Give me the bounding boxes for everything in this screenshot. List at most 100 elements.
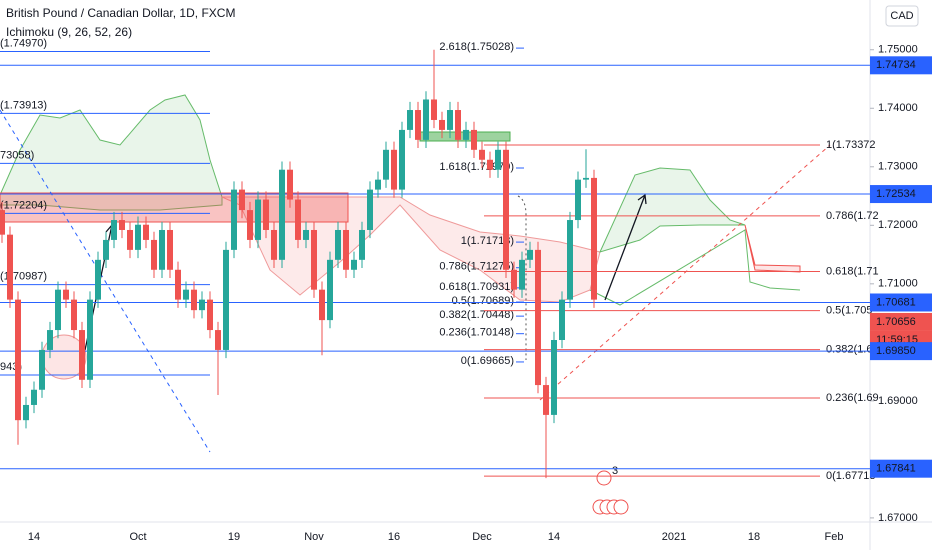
x-tick-label: 19	[228, 531, 240, 543]
price-tag-label: 1.69850	[876, 345, 916, 357]
price-tag-label: 1.74734	[876, 59, 916, 71]
candle-body	[479, 149, 485, 160]
candle-body	[31, 389, 37, 405]
candle-body	[39, 349, 45, 390]
price-tag	[870, 185, 932, 204]
candle-body	[87, 299, 93, 380]
candle-body	[279, 169, 285, 260]
candle-body	[23, 404, 29, 421]
candle-body	[327, 259, 333, 321]
candle-body	[159, 229, 165, 270]
x-tick-label: 14	[28, 531, 40, 543]
candle-body	[487, 159, 493, 170]
price-tag-label: 1.67841	[876, 463, 916, 475]
candle-body	[319, 289, 325, 321]
candle-body	[311, 229, 317, 290]
candle-body	[391, 149, 397, 190]
candle-body	[167, 229, 173, 270]
candle-body	[255, 199, 261, 240]
candle-body	[271, 229, 277, 260]
candle-body	[535, 249, 541, 386]
event-icons	[592, 470, 629, 515]
candle-body	[407, 110, 413, 130]
price-tag-label: 1.72534	[876, 188, 916, 200]
currency-label[interactable]: CAD	[890, 10, 913, 22]
candle-body	[63, 289, 69, 300]
projection-path	[517, 195, 527, 360]
candle-body	[575, 179, 581, 221]
chart-title: British Pound / Canadian Dollar, 1D, FXC…	[6, 6, 235, 20]
price-tag	[870, 56, 932, 75]
candle-body	[519, 259, 525, 290]
level-label: 73058)	[0, 149, 34, 161]
fib-label: 0.382(1.70448)	[439, 309, 514, 321]
candle-body	[375, 179, 381, 190]
candle-body	[439, 119, 445, 130]
candle-body	[151, 239, 157, 270]
candle-body	[199, 299, 205, 311]
x-tick-label: 18	[748, 531, 760, 543]
event-count: 3	[612, 465, 618, 477]
fib-label: 1(1.73372	[826, 139, 876, 151]
price-tag	[870, 459, 932, 478]
candle-body	[207, 299, 213, 331]
candle-body	[583, 177, 589, 180]
x-tick-label: Nov	[304, 531, 324, 543]
candle-body	[223, 249, 229, 350]
candle-body	[431, 99, 437, 120]
price-tag	[870, 342, 932, 361]
candle-body	[143, 224, 149, 240]
trend-line	[539, 144, 831, 401]
candle-body	[415, 110, 421, 140]
candle-body	[551, 340, 557, 415]
candle-body	[111, 220, 117, 240]
candle-body	[263, 199, 269, 230]
x-tick-label: Dec	[472, 531, 492, 543]
level-label: (1.74970)	[0, 37, 47, 49]
arrow	[604, 193, 647, 301]
candle-body	[231, 189, 237, 250]
candle-body	[463, 129, 469, 140]
fib-label: 0.618(1.71	[826, 265, 879, 277]
candle-body	[191, 289, 197, 311]
fib-label: 0(1.67713	[826, 470, 876, 482]
fib-label: 0.786(1.71275)	[439, 261, 514, 273]
candle-body	[71, 299, 77, 331]
candle-body	[175, 269, 181, 300]
candle-body	[103, 239, 109, 260]
fib-label: 0.5(1.705	[826, 304, 872, 316]
candle-body	[511, 269, 517, 290]
x-tick-label: Oct	[129, 531, 146, 543]
candle-body	[559, 299, 565, 341]
candle-body	[351, 259, 357, 270]
fib-label: 0.236(1.70148)	[439, 327, 514, 339]
level-label: (1.73913)	[0, 99, 47, 111]
candle-body	[423, 99, 429, 140]
candle-body	[95, 259, 101, 300]
candle-body	[287, 169, 293, 200]
candle-body	[7, 234, 13, 300]
candle-body	[215, 330, 221, 350]
candle-body	[0, 210, 5, 235]
candle-body	[295, 199, 301, 240]
candle-body	[79, 330, 85, 380]
y-tick-label: 1.74000	[878, 102, 918, 114]
candle-body	[503, 149, 509, 270]
fib-label: 1(1.71713)	[461, 235, 514, 247]
candle-body	[335, 229, 341, 260]
price-tag-label: 1.70656	[876, 316, 916, 328]
candle-body	[367, 189, 373, 230]
x-tick-label: 2021	[662, 531, 686, 543]
candle-body	[343, 229, 349, 270]
candle-body	[543, 385, 549, 415]
candle-body	[383, 149, 389, 180]
fib-label: 2.618(1.75028)	[439, 41, 514, 53]
candle-body	[15, 299, 21, 421]
candle-body	[135, 224, 141, 250]
candle-body	[303, 229, 309, 240]
price-tag	[870, 293, 932, 312]
fib-label: 0.618(1.70931)	[439, 281, 514, 293]
x-tick-label: Feb	[825, 531, 844, 543]
candle-body	[239, 189, 245, 211]
currency-button[interactable]	[885, 5, 919, 27]
